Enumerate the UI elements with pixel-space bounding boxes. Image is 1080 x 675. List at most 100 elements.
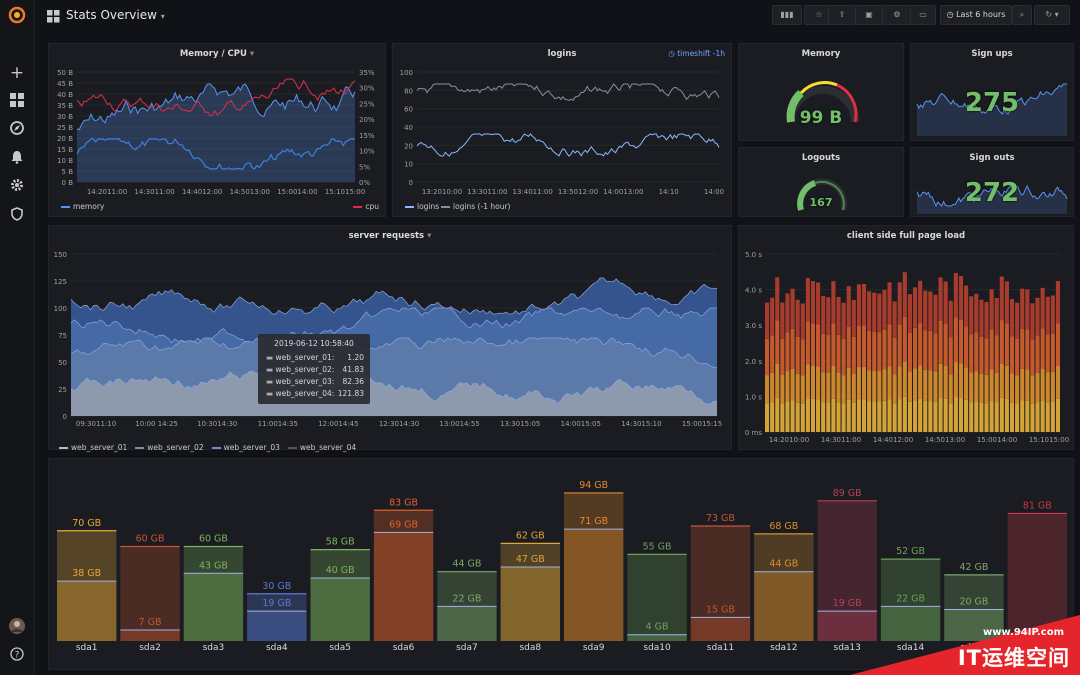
load-bar-segment [984, 403, 989, 432]
server-requests-graph[interactable]: 150 125 100 75 50 25 0 09:3011:10 10:00 14:25 10:… [49, 226, 733, 451]
disk-total-label: 62 GB [516, 530, 545, 541]
load-bar-segment [1050, 401, 1055, 432]
avatar[interactable] [8, 617, 26, 635]
signouts-sparkline [916, 183, 1068, 214]
load-bar-segment [974, 401, 979, 432]
disk-total-bar [627, 554, 687, 641]
load-bar-segment [918, 398, 923, 432]
time-picker-button[interactable]: ◷ Last 6 hours [940, 5, 1012, 25]
panel-title[interactable]: Sign outs [969, 153, 1015, 163]
grafana-logo-icon[interactable] [8, 6, 26, 24]
settings-button[interactable]: ⚙ [882, 5, 912, 25]
load-bar-segment [805, 364, 810, 399]
stack-line-2 [70, 307, 718, 345]
disk-usage-panel[interactable]: 38 GB 70 GB sda1 7 GB 60 GB sda2 43 GB 60 GB sda… [48, 458, 1074, 670]
x-tick-label: 14:00 [704, 188, 724, 196]
disk-used-label: 4 GB [646, 622, 669, 633]
disk-used-label: 19 GB [262, 598, 291, 609]
legend-item[interactable]: web_server_03 [211, 443, 280, 452]
load-bar-segment [1015, 403, 1020, 432]
legend-logins[interactable]: logins [405, 202, 439, 211]
load-bar-segment [856, 367, 861, 400]
panel-title[interactable]: logins [547, 49, 577, 59]
dashboard-grid-icon [47, 8, 60, 27]
legend-item[interactable]: web_server_04 [287, 443, 356, 452]
load-bar-segment [928, 401, 933, 432]
panel-title[interactable]: Logouts [801, 153, 841, 163]
load-bar-segment [790, 328, 795, 369]
explore-icon[interactable] [8, 121, 26, 139]
timeshift-info: ◷ timeshift -1h [668, 49, 725, 58]
legend-swatch [287, 447, 297, 449]
load-bar-segment [999, 276, 1004, 321]
load-bar-segment [765, 338, 770, 376]
gear-icon[interactable] [8, 178, 26, 196]
load-bar-segment [913, 287, 918, 328]
y-tick-label: 3.0 s [745, 322, 762, 330]
load-bar-segment [831, 365, 836, 399]
logouts-panel[interactable]: Logouts 167 [738, 147, 904, 217]
load-bar-segment [882, 369, 887, 401]
tv-mode-button[interactable]: ▭ [910, 5, 936, 25]
load-bar-segment [780, 302, 785, 339]
panel-title[interactable]: server requests ▾ [49, 231, 731, 241]
disk-name-label: sda1 [76, 643, 98, 653]
refresh-button[interactable]: ↻ ▾ [1034, 5, 1070, 25]
star-button[interactable]: ☆ [804, 5, 834, 25]
x-tick-label: 09:3011:10 [76, 420, 116, 428]
load-bar-segment [816, 399, 821, 432]
shield-icon[interactable] [8, 207, 26, 225]
share-button[interactable]: ⇪ [828, 5, 856, 25]
panel-title[interactable]: Memory [801, 49, 841, 59]
server-requests-panel[interactable]: server requests ▾ 150 125 100 75 50 25 0 09:301… [48, 225, 733, 452]
add-panel-button[interactable]: ▮▮▮ [772, 5, 802, 25]
panel-title[interactable]: client side full page load [846, 231, 966, 241]
load-bar-segment [851, 299, 856, 337]
disk-used-bar [500, 566, 560, 641]
help-icon[interactable]: ? [8, 647, 26, 665]
load-bar-segment [1020, 328, 1025, 369]
plus-icon[interactable]: + [9, 63, 25, 83]
load-bar-segment [770, 335, 775, 373]
logins-panel[interactable]: logins ◷ timeshift -1h 100 80 60 40 20 10 0 13:… [392, 43, 732, 217]
load-bar-segment [892, 337, 897, 375]
dashboards-icon[interactable] [8, 93, 26, 111]
load-bar-segment [805, 321, 810, 365]
load-bar-segment [877, 371, 882, 402]
refresh-icon: ↻ [1045, 10, 1053, 19]
load-bar-segment [846, 399, 851, 432]
panel-title[interactable]: Sign ups [971, 49, 1013, 59]
signups-panel[interactable]: Sign ups 275 [910, 43, 1074, 141]
disk-total-label: 94 GB [579, 480, 608, 491]
x-tick-label: 14:5013:00 [925, 436, 965, 444]
page-load-graph[interactable]: 5.0 s 4.0 s 3.0 s 2.0 s 1.0 s 0 ms 14:2010:00 1… [739, 226, 1075, 451]
dashboard-title[interactable]: Stats Overview ▾ [66, 8, 165, 22]
save-button[interactable]: ▣ [855, 5, 883, 25]
legend-memory[interactable]: memory [61, 202, 104, 211]
legend-cpu[interactable]: cpu [353, 202, 379, 211]
memory-gauge-panel[interactable]: Memory 99 B [738, 43, 904, 141]
tooltip-dash: ▬ [266, 353, 274, 362]
load-bar-segment [979, 336, 984, 374]
disk-total-label: 52 GB [896, 546, 925, 557]
load-bar-segment [953, 397, 958, 432]
panel-title[interactable]: Memory / CPU ▾ [49, 49, 385, 59]
page-load-panel[interactable]: client side full page load 5.0 s 4.0 s 3.0… [738, 225, 1074, 450]
y2-tick-label: 30% [359, 85, 375, 93]
load-bar-segment [821, 334, 826, 373]
memory-cpu-graph[interactable]: 50 B 45 B 40 B 35 B 30 B 25 B 20 B 15 B 10 B 5 B 0… [49, 44, 387, 218]
zoom-out-button[interactable]: ⌕ [1012, 5, 1032, 25]
disk-name-label: sda7 [456, 643, 478, 653]
memory-cpu-panel[interactable]: Memory / CPU ▾ 50 B 45 B 40 B 35 B 30 B 25 B 2… [48, 43, 386, 217]
legend-item[interactable]: web_server_02 [135, 443, 204, 452]
bell-icon[interactable] [8, 150, 26, 168]
legend-logins-prev[interactable]: logins (-1 hour) [441, 202, 510, 211]
watermark-url: www.94IP.com [982, 627, 1064, 638]
load-bar-segment [780, 403, 785, 432]
x-tick-label: 15:1015:00 [325, 188, 365, 196]
disk-total-bar [183, 546, 244, 641]
legend-item[interactable]: web_server_01 [59, 443, 127, 452]
signouts-panel[interactable]: Sign outs 272 [910, 147, 1074, 217]
disk-name-label: sda13 [834, 643, 861, 653]
